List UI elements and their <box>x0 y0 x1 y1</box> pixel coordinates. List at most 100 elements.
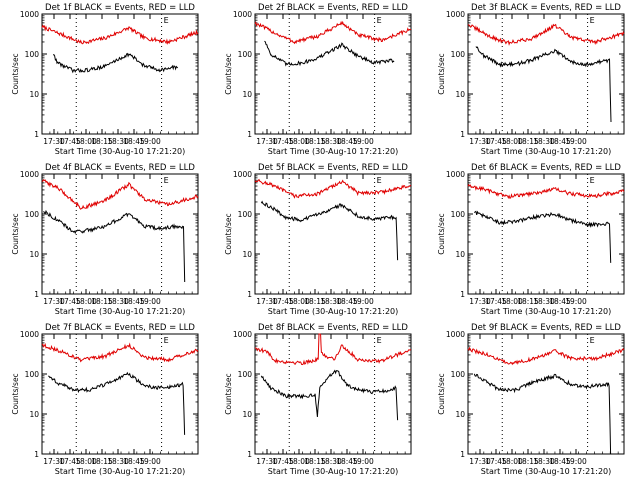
x-tick-label: 19:00 <box>352 457 374 466</box>
plot-frame <box>467 13 625 135</box>
plot-frame <box>41 333 199 455</box>
y-tick-label: 1000 <box>446 330 465 339</box>
marker-label: E <box>590 16 595 25</box>
x-tick-label: 18:45 <box>549 457 571 466</box>
y-tick-label: 100 <box>238 50 253 59</box>
panel-title: Det 6f BLACK = Events, RED = LLD <box>471 163 621 173</box>
y-tick-label: 1000 <box>20 10 39 19</box>
y-tick-label: 100 <box>25 370 40 379</box>
marker-label: E <box>377 16 382 25</box>
x-tick-label: 17:45 <box>485 297 507 306</box>
events-series-line <box>475 46 612 123</box>
x-tick-label: 18:00 <box>501 137 523 146</box>
x-tick-label: 17:45 <box>485 457 507 466</box>
x-axis-label: Start Time (30-Aug-10 17:21:20) <box>268 147 399 156</box>
x-tick-label: 18:15 <box>91 457 113 466</box>
x-tick-label: 18:45 <box>123 297 145 306</box>
x-tick-label: 18:15 <box>304 457 326 466</box>
x-tick-label: 18:45 <box>123 457 145 466</box>
x-tick-label: 18:00 <box>288 457 310 466</box>
x-tick-label: 18:30 <box>533 137 555 146</box>
panel-title: Det 5f BLACK = Events, RED = LLD <box>258 163 408 173</box>
y-tick-label: 1000 <box>20 330 39 339</box>
y-tick-label: 100 <box>451 370 466 379</box>
y-tick-label: 1 <box>34 290 39 299</box>
y-axis-label: Counts/sec <box>224 213 233 254</box>
x-tick-label: 18:45 <box>549 137 571 146</box>
x-tick-label: 19:00 <box>565 297 587 306</box>
x-tick-label: 17:30 <box>43 297 65 306</box>
x-tick-label: 17:30 <box>256 457 278 466</box>
panel-det-3: Det 3f BLACK = Events, RED = LLD 1 10 100 10… <box>437 3 625 156</box>
plot-frame <box>254 13 412 135</box>
x-tick-label: 17:45 <box>59 297 81 306</box>
x-axis-label: Start Time (30-Aug-10 17:21:20) <box>481 307 612 316</box>
x-axis-label: Start Time (30-Aug-10 17:21:20) <box>55 147 186 156</box>
y-tick-label: 100 <box>451 210 466 219</box>
y-tick-label: 1 <box>247 450 252 459</box>
x-tick-label: 18:30 <box>533 297 555 306</box>
y-tick-label: 100 <box>238 370 253 379</box>
events-series-line <box>473 210 612 263</box>
y-axis-label: Counts/sec <box>437 373 446 414</box>
x-tick-label: 18:30 <box>320 137 342 146</box>
x-axis-label: Start Time (30-Aug-10 17:21:20) <box>55 467 186 476</box>
x-tick-label: 18:45 <box>336 137 358 146</box>
x-axis-label: Start Time (30-Aug-10 17:21:20) <box>268 307 399 316</box>
x-tick-label: 18:45 <box>336 457 358 466</box>
y-tick-label: 1 <box>34 130 39 139</box>
x-tick-label: 18:00 <box>75 297 97 306</box>
x-tick-label: 19:00 <box>352 137 374 146</box>
x-tick-label: 18:45 <box>123 137 145 146</box>
x-tick-label: 18:30 <box>107 137 129 146</box>
x-tick-label: 18:30 <box>320 297 342 306</box>
panel-det-2: Det 2f BLACK = Events, RED = LLD 1 10 100 10… <box>224 3 412 156</box>
marker-label: E <box>590 176 595 185</box>
y-tick-label: 1000 <box>233 170 252 179</box>
x-tick-label: 17:30 <box>256 137 278 146</box>
lld-series-line <box>467 23 625 46</box>
events-series-line <box>473 373 612 455</box>
marker-label: E <box>164 16 169 25</box>
y-axis-label: Counts/sec <box>224 53 233 94</box>
y-axis-label: Counts/sec <box>224 373 233 414</box>
panel-det-7: Det 7f BLACK = Events, RED = LLD 1 10 100 10… <box>11 323 199 476</box>
y-tick-label: 100 <box>25 50 40 59</box>
marker-label: E <box>377 176 382 185</box>
plot-frame <box>41 13 199 135</box>
y-tick-label: 1 <box>460 290 465 299</box>
plot-frame <box>467 173 625 295</box>
x-axis-label: Start Time (30-Aug-10 17:21:20) <box>268 467 399 476</box>
panel-title: Det 9f BLACK = Events, RED = LLD <box>471 323 621 333</box>
y-tick-label: 1000 <box>446 170 465 179</box>
events-series-line <box>48 371 186 435</box>
x-tick-label: 19:00 <box>139 137 161 146</box>
events-series-line <box>260 200 399 261</box>
x-tick-label: 18:30 <box>320 457 342 466</box>
x-axis-label: Start Time (30-Aug-10 17:21:20) <box>481 467 612 476</box>
plot-frame <box>467 333 625 455</box>
y-tick-label: 1 <box>247 290 252 299</box>
x-tick-label: 19:00 <box>352 297 374 306</box>
marker-label: E <box>164 336 169 345</box>
x-tick-label: 17:45 <box>59 137 81 146</box>
events-series-line <box>264 40 395 67</box>
x-tick-label: 17:45 <box>272 297 294 306</box>
y-tick-label: 10 <box>455 410 465 419</box>
x-tick-label: 17:30 <box>43 137 65 146</box>
x-tick-label: 18:30 <box>107 297 129 306</box>
panel-det-6: Det 6f BLACK = Events, RED = LLD 1 10 100 10… <box>437 163 625 316</box>
marker-label: E <box>377 336 382 345</box>
lld-series-line <box>41 342 199 363</box>
lld-series-line <box>41 178 199 210</box>
x-tick-label: 18:15 <box>304 297 326 306</box>
y-tick-label: 1 <box>460 450 465 459</box>
x-tick-label: 17:30 <box>469 457 491 466</box>
x-tick-label: 17:45 <box>485 137 507 146</box>
y-tick-label: 10 <box>29 90 39 99</box>
y-axis-label: Counts/sec <box>437 213 446 254</box>
plot-frame <box>41 173 199 295</box>
y-tick-label: 1000 <box>446 10 465 19</box>
x-tick-label: 18:45 <box>336 297 358 306</box>
